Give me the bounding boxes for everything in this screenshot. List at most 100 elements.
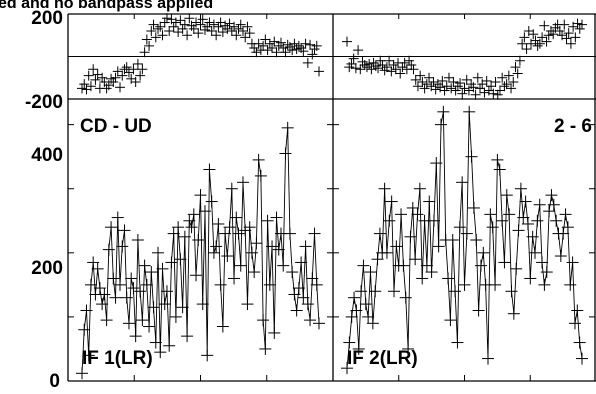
amplitude-point-2-79: [526, 230, 539, 243]
amplitude-point-2-62: [486, 221, 499, 234]
amplitude-point-2-14: [373, 227, 386, 240]
amplitude-point-1-43: [172, 221, 185, 234]
phase-point-1-33: [150, 32, 161, 43]
amplitude-point-2-86: [543, 205, 556, 218]
amplitude-point-2-54: [467, 201, 480, 214]
amplitude-point-2-20: [388, 285, 400, 298]
amplitude-point-2-95: [564, 278, 577, 291]
amplitude-point-2-23: [395, 208, 408, 221]
amplitude-point-1-100: [299, 240, 312, 253]
amplitude-point-1-14: [107, 272, 120, 285]
amplitude-point-1-54: [196, 298, 209, 311]
phase-point-1-71: [235, 19, 246, 30]
phase-point-1-30: [144, 40, 155, 51]
phase-point-1-60: [211, 30, 222, 41]
amplitude-point-1-91: [279, 147, 292, 160]
phase-point-2-67: [490, 77, 501, 87]
phase-point-1-27: [137, 64, 148, 75]
amplitude-point-2-17: [380, 246, 393, 259]
amplitude-point-2-47: [451, 336, 464, 349]
amplitude-point-2-40: [435, 118, 447, 131]
phase-point-1-32: [148, 19, 159, 30]
phase-point-2-37: [424, 72, 435, 83]
amplitude-point-1-101: [301, 298, 314, 311]
amplitude-point-2-65: [493, 163, 506, 176]
amplitude-point-1-3: [82, 349, 95, 362]
amplitude-point-2-48: [453, 221, 466, 234]
phase-point-2-72: [501, 79, 512, 90]
amplitude-point-1-52: [192, 234, 205, 246]
amplitude-line-panel-2: [346, 111, 583, 369]
phase-point-1-79: [253, 38, 264, 49]
amplitude-point-1-77: [248, 266, 261, 279]
amplitude-point-1-99: [297, 291, 310, 304]
amplitude-point-2-31: [413, 182, 426, 195]
phase-tick-label-bottom: -200: [25, 92, 63, 113]
amplitude-point-2-32: [416, 272, 429, 285]
amplitude-point-1-71: [234, 259, 247, 272]
amplitude-point-1-47: [181, 330, 194, 343]
amplitude-point-1-94: [286, 266, 299, 279]
phase-point-2-59: [472, 72, 483, 83]
phase-point-2-0: [342, 36, 352, 47]
amplitude-point-1-23: [127, 282, 140, 295]
amplitude-point-1-48: [183, 214, 196, 227]
phase-point-1-17: [115, 82, 126, 93]
phase-point-2-15: [375, 55, 386, 66]
amplitude-point-2-85: [540, 266, 553, 279]
phase-point-1-23: [128, 64, 139, 75]
phase-point-1-85: [267, 43, 278, 53]
phase-point-2-89: [539, 20, 550, 31]
amplitude-point-1-32: [147, 301, 160, 314]
amplitude-point-1-90: [277, 259, 290, 272]
phase-point-2-48: [448, 77, 459, 87]
amplitude-point-1-81: [257, 314, 270, 327]
amplitude-point-1-59: [207, 246, 220, 259]
phase-point-2-74: [506, 83, 517, 94]
phase-point-2-63: [481, 75, 492, 86]
phase-point-2-90: [541, 36, 552, 47]
amplitude-point-2-99: [573, 336, 586, 349]
amplitude-point-2-87: [545, 189, 558, 202]
phase-point-1-91: [280, 47, 291, 58]
phase-point-1-101: [302, 57, 313, 68]
phase-point-2-34: [417, 77, 428, 87]
phase-point-1-37: [159, 17, 170, 28]
phase-point-1-105: [311, 40, 322, 51]
phase-point-1-6: [90, 74, 101, 85]
phase-point-2-46: [443, 72, 454, 83]
phase-point-1-15: [110, 72, 121, 83]
amplitude-point-1-55: [198, 205, 211, 218]
amplitude-point-1-79: [252, 153, 265, 166]
phase-point-1-9: [97, 72, 108, 83]
amplitude-point-2-77: [521, 217, 534, 230]
baseline-label-panel-2: 2 - 6: [554, 116, 592, 137]
phase-point-2-40: [430, 84, 441, 95]
amplitude-point-1-21: [122, 317, 135, 330]
amp-tick-label-200: 200: [31, 258, 63, 279]
amplitude-point-1-49: [185, 221, 198, 234]
amplitude-point-2-51: [460, 227, 473, 240]
amplitude-point-2-80: [529, 246, 541, 259]
amplitude-point-2-74: [514, 182, 527, 195]
phase-point-1-47: [182, 30, 193, 41]
amplitude-point-2-98: [571, 304, 584, 317]
baseline-label-panel-1: CD - UD: [80, 116, 152, 137]
amplitude-point-2-68: [500, 189, 513, 202]
amplitude-point-2-30: [411, 208, 424, 221]
phase-point-1-4: [85, 81, 96, 92]
amplitude-point-2-0: [341, 362, 353, 375]
amp-tick-label-0: 0: [49, 371, 60, 389]
phase-point-2-43: [437, 75, 448, 86]
phase-point-2-29: [406, 60, 417, 70]
amplitude-point-1-22: [125, 272, 138, 285]
phase-point-1-0: [77, 83, 87, 94]
amplitude-point-1-84: [263, 278, 276, 291]
phase-point-1-51: [191, 17, 202, 28]
amplitude-point-1-58: [205, 195, 218, 208]
phase-point-2-5: [353, 45, 364, 56]
phase-point-2-22: [390, 64, 401, 75]
amplitude-point-2-72: [510, 262, 523, 275]
phase-point-1-70: [233, 23, 244, 34]
